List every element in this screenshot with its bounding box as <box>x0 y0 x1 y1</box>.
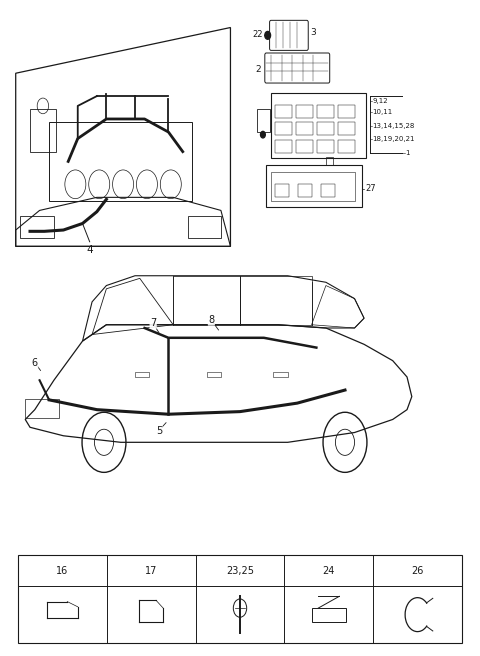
Bar <box>25 399 59 418</box>
Bar <box>326 157 333 165</box>
Bar <box>275 184 289 197</box>
Bar <box>317 122 334 135</box>
Bar <box>49 122 192 201</box>
Bar <box>18 555 462 643</box>
Text: 16: 16 <box>56 565 69 575</box>
Bar <box>296 104 312 117</box>
Bar <box>188 216 221 238</box>
Bar <box>317 104 334 117</box>
Bar <box>240 276 312 325</box>
Bar <box>296 140 312 153</box>
Bar <box>312 608 346 623</box>
Text: 2: 2 <box>255 66 261 75</box>
Text: 9,12: 9,12 <box>372 98 388 104</box>
Text: 6: 6 <box>32 358 38 367</box>
Bar <box>276 122 291 135</box>
Text: 1: 1 <box>405 150 409 156</box>
Text: 26: 26 <box>411 565 424 575</box>
Bar <box>338 122 355 135</box>
Text: 13,14,15,28: 13,14,15,28 <box>372 123 415 129</box>
Bar <box>296 122 312 135</box>
Bar <box>321 184 335 197</box>
Bar <box>298 184 312 197</box>
Bar <box>271 93 366 158</box>
Bar <box>276 140 291 153</box>
Bar <box>21 216 54 238</box>
Text: 27: 27 <box>365 184 376 194</box>
Text: 8: 8 <box>208 315 215 325</box>
Text: 5: 5 <box>156 426 162 436</box>
Bar <box>338 140 355 153</box>
Bar <box>338 104 355 117</box>
Bar <box>266 165 362 207</box>
Text: 4: 4 <box>86 245 93 255</box>
Text: 10,11: 10,11 <box>372 109 393 115</box>
Text: 17: 17 <box>145 565 157 575</box>
Bar <box>30 109 56 152</box>
Circle shape <box>265 31 271 39</box>
Text: 24: 24 <box>323 565 335 575</box>
Bar <box>317 140 334 153</box>
Bar <box>276 104 291 117</box>
Bar <box>274 372 288 377</box>
Bar <box>173 276 240 325</box>
Circle shape <box>261 131 265 138</box>
Text: 7: 7 <box>150 318 156 329</box>
Text: 22: 22 <box>252 30 263 39</box>
Bar <box>257 109 270 132</box>
Text: 18,19,20,21: 18,19,20,21 <box>372 136 415 142</box>
Text: 3: 3 <box>311 28 316 37</box>
Bar <box>271 172 355 201</box>
Bar <box>135 372 149 377</box>
Bar <box>206 372 221 377</box>
Text: 23,25: 23,25 <box>226 565 254 575</box>
